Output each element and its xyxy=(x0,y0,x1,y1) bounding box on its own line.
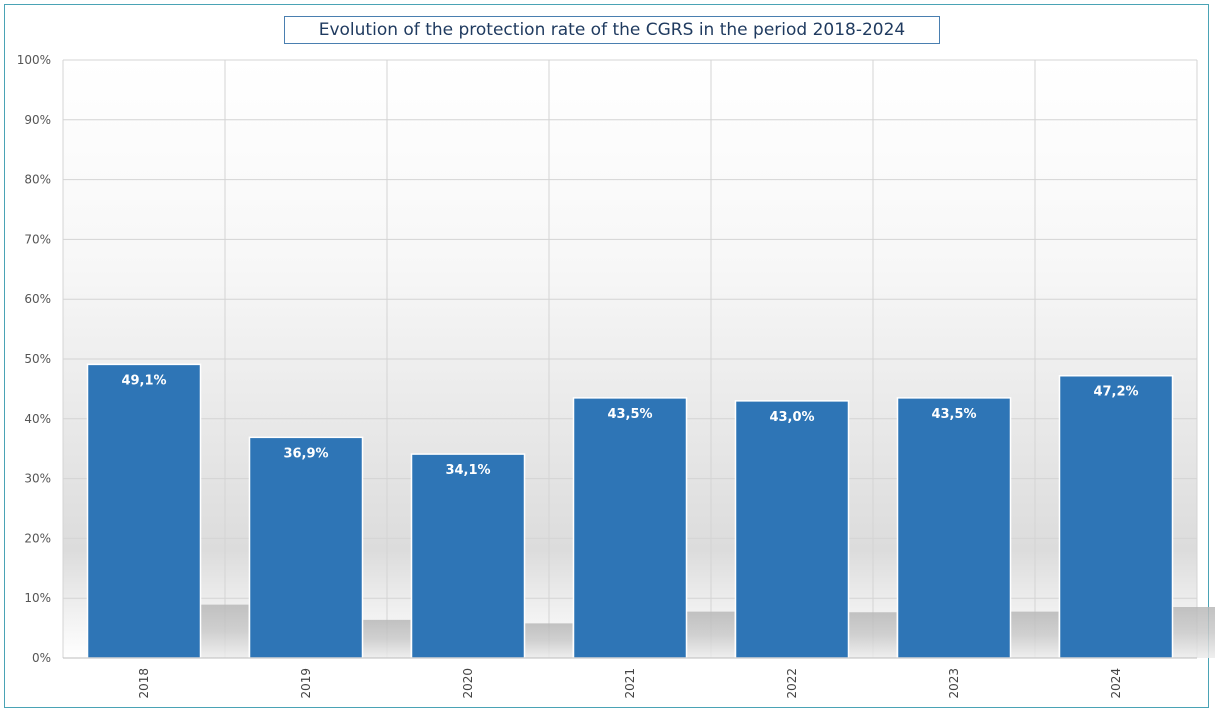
bar-shadow xyxy=(362,619,411,658)
y-tick-label: 50% xyxy=(24,352,51,366)
bar-shadow xyxy=(200,604,249,658)
bar-shadow xyxy=(1172,607,1215,658)
y-tick-label: 30% xyxy=(24,472,51,486)
y-tick-label: 10% xyxy=(24,591,51,605)
y-tick-label: 80% xyxy=(24,173,51,187)
bar-shadow xyxy=(524,623,573,658)
bar-shadow xyxy=(848,612,897,658)
data-label: 43,5% xyxy=(607,407,652,422)
x-tick-label: 2022 xyxy=(785,668,799,699)
x-tick-label: 2019 xyxy=(299,668,313,699)
bar-2018 xyxy=(86,363,202,659)
data-label: 36,9% xyxy=(283,446,328,461)
y-tick-label: 60% xyxy=(24,292,51,306)
bar-2019 xyxy=(248,436,364,659)
bar-2023 xyxy=(896,397,1012,659)
x-tick-label: 2024 xyxy=(1109,668,1123,699)
data-label: 49,1% xyxy=(121,373,166,388)
x-tick-label: 2020 xyxy=(461,668,475,699)
data-label: 34,1% xyxy=(445,463,490,478)
y-tick-label: 40% xyxy=(24,412,51,426)
chart-title: Evolution of the protection rate of the … xyxy=(284,16,940,44)
y-tick-label: 90% xyxy=(24,113,51,127)
data-label: 43,0% xyxy=(769,410,814,425)
bar-2020 xyxy=(410,453,526,659)
data-label: 47,2% xyxy=(1093,385,1138,400)
bar-2024 xyxy=(1058,374,1174,659)
y-tick-label: 70% xyxy=(24,232,51,246)
bar-2022 xyxy=(734,400,850,659)
bar-2021 xyxy=(572,397,688,659)
x-tick-label: 2018 xyxy=(137,668,151,699)
y-tick-label: 20% xyxy=(24,531,51,545)
y-tick-label: 100% xyxy=(17,53,51,67)
bar-shadow xyxy=(686,611,735,658)
x-tick-label: 2023 xyxy=(947,668,961,699)
bar-shadow xyxy=(1010,611,1059,658)
data-label: 43,5% xyxy=(931,407,976,422)
x-tick-label: 2021 xyxy=(623,668,637,699)
y-tick-label: 0% xyxy=(32,651,51,665)
